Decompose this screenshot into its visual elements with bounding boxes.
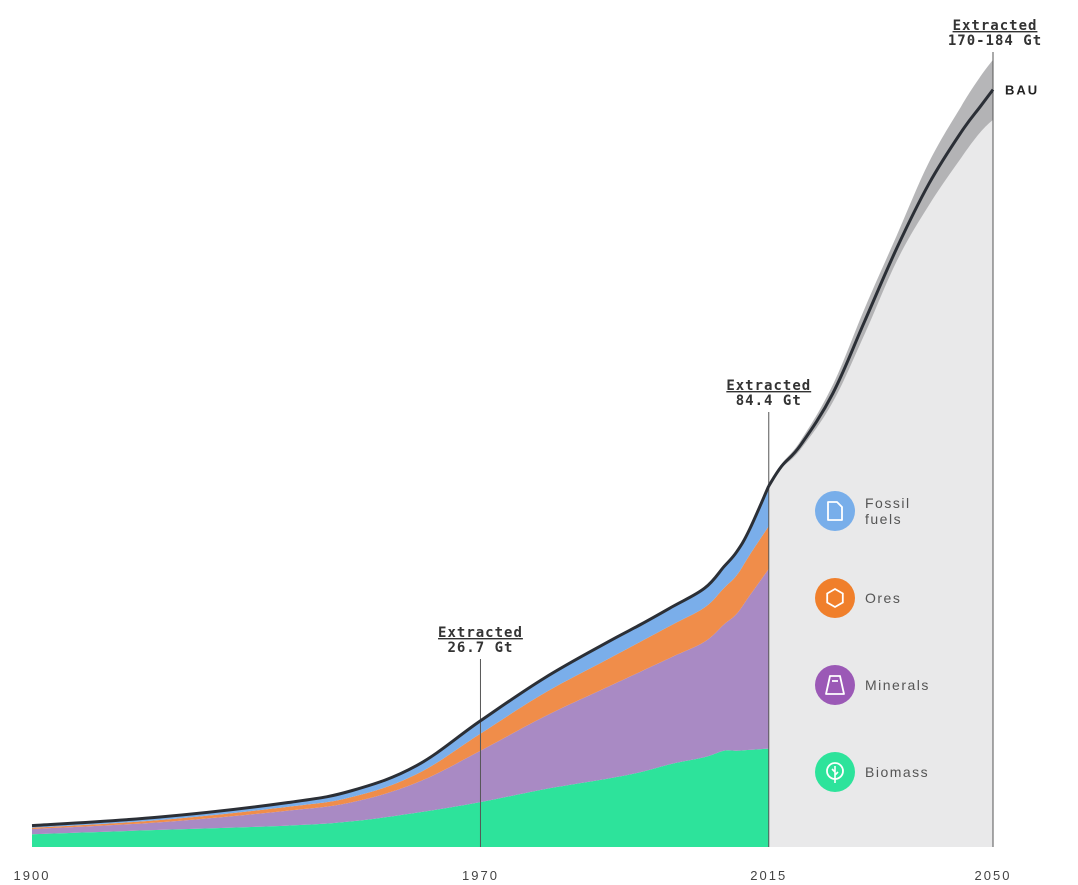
annotation-value-2050: 170-184 Gt: [948, 33, 1042, 49]
total-outline: [31, 88, 995, 828]
legend-label-biomass: Biomass: [865, 764, 929, 780]
area-ores: [32, 526, 769, 829]
legend-label-minerals: Minerals: [865, 677, 930, 693]
legend-item-biomass: Biomass: [815, 752, 929, 792]
fuel-can-icon: [815, 491, 855, 531]
bau-label: BAU: [1005, 83, 1039, 98]
annotation-title-1970: Extracted: [438, 625, 523, 641]
x-axis-ticks: 1900 1970 2015 2050: [14, 868, 1012, 883]
annotation-title-2050: Extracted: [953, 18, 1038, 34]
leaf-icon: [815, 752, 855, 792]
total-outline-historic: [31, 485, 771, 828]
area-biomass: [32, 748, 769, 847]
mine-tower-icon: [815, 665, 855, 705]
legend-item-minerals: Minerals: [815, 665, 930, 705]
annotation-value-1970: 26.7 Gt: [447, 640, 513, 656]
legend-label-fossil-fuels-line-1: Fossil: [865, 495, 911, 511]
legend-label-ores: Ores: [865, 590, 901, 606]
annotation-value-2015: 84.4 Gt: [736, 393, 802, 409]
x-tick-1900: 1900: [14, 868, 51, 883]
legend-item-ores: Ores: [815, 578, 901, 618]
hexagon-icon: [815, 578, 855, 618]
x-tick-1970: 1970: [462, 868, 499, 883]
annotation-title-2015: Extracted: [726, 378, 811, 394]
projection-range-band: [768, 59, 993, 486]
legend-label-fossil-fuels-line-2: fuels: [865, 511, 902, 527]
bau-line: [767, 88, 995, 487]
stacked-areas: [32, 485, 769, 847]
area-minerals: [32, 568, 769, 835]
projection-area: [768, 89, 993, 848]
x-tick-2050: 2050: [975, 868, 1012, 883]
x-tick-2015: 2015: [750, 868, 787, 883]
projection-layer: [768, 59, 993, 848]
